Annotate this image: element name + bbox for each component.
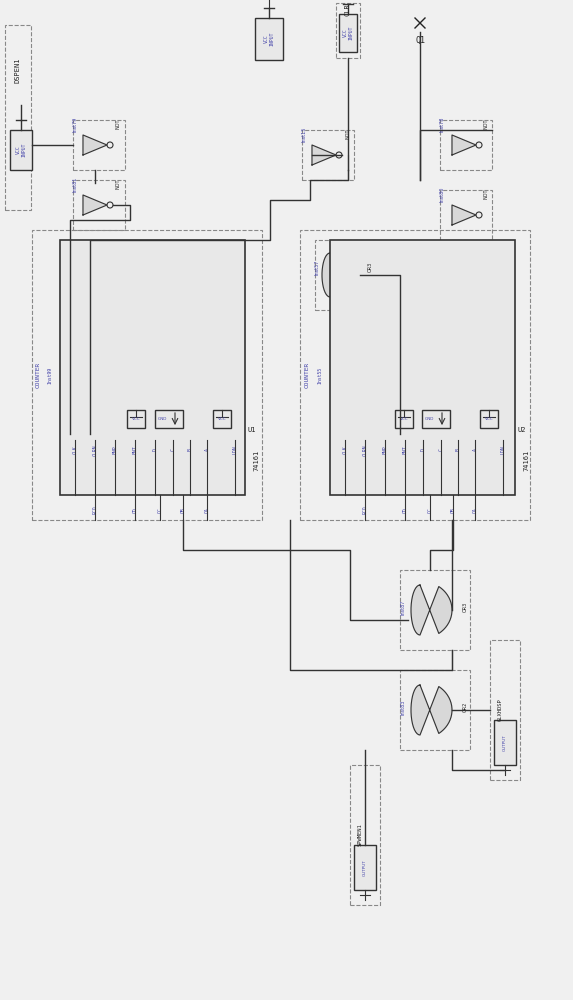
Text: Inst81: Inst81	[73, 176, 77, 192]
Text: Inst55: Inst55	[317, 366, 323, 384]
Text: ENP: ENP	[112, 446, 117, 454]
Polygon shape	[322, 253, 358, 297]
Text: NOT: NOT	[346, 129, 351, 139]
Text: Inst78: Inst78	[439, 116, 445, 132]
Polygon shape	[83, 135, 107, 155]
Text: 74161: 74161	[523, 449, 529, 471]
Text: Inst87: Inst87	[401, 599, 406, 615]
FancyBboxPatch shape	[339, 14, 357, 52]
Text: 74161: 74161	[253, 449, 259, 471]
FancyBboxPatch shape	[255, 18, 283, 60]
Text: ENT: ENT	[132, 446, 138, 454]
Polygon shape	[312, 145, 336, 165]
Text: COUNTER: COUNTER	[36, 362, 41, 388]
Text: OA: OA	[473, 507, 477, 513]
FancyBboxPatch shape	[330, 240, 515, 495]
FancyBboxPatch shape	[395, 410, 413, 428]
Text: GLXHDSP: GLXHDSP	[497, 699, 503, 721]
Text: SPWMEN1: SPWMEN1	[358, 824, 363, 846]
Text: VCC
INPUT: VCC INPUT	[264, 32, 274, 46]
Text: LDN: LDN	[233, 446, 237, 454]
FancyBboxPatch shape	[60, 240, 245, 495]
Text: D: D	[421, 449, 426, 451]
Text: OR2: OR2	[462, 702, 468, 712]
Text: U1: U1	[248, 427, 256, 433]
Text: COUNTER: COUNTER	[304, 362, 309, 388]
Text: OR3: OR3	[367, 262, 372, 272]
Text: OUTPUT: OUTPUT	[363, 860, 367, 876]
Polygon shape	[452, 205, 476, 225]
Text: CLK: CLK	[343, 446, 347, 454]
Text: OUTPUT: OUTPUT	[503, 735, 507, 751]
Text: OC: OC	[158, 507, 163, 513]
Polygon shape	[83, 195, 107, 215]
Text: NOT: NOT	[484, 189, 489, 199]
FancyBboxPatch shape	[213, 410, 231, 428]
Text: VCC
INPUT: VCC INPUT	[15, 143, 26, 157]
Text: GND: GND	[158, 417, 167, 421]
Text: B: B	[456, 449, 461, 451]
FancyBboxPatch shape	[422, 410, 450, 428]
Text: OB: OB	[180, 507, 186, 513]
Text: NOT: NOT	[116, 179, 120, 189]
Text: C: C	[171, 449, 175, 451]
Text: VCC
INPUT: VCC INPUT	[343, 26, 354, 40]
Text: CLRN: CLRN	[92, 444, 97, 456]
Text: U2: U2	[518, 427, 526, 433]
Text: OA: OA	[205, 507, 210, 513]
Text: Inst15: Inst15	[301, 126, 307, 142]
FancyBboxPatch shape	[494, 720, 516, 765]
Text: Q1: Q1	[415, 35, 425, 44]
FancyBboxPatch shape	[10, 130, 32, 170]
Text: ENP: ENP	[383, 446, 387, 454]
Text: VCC: VCC	[218, 417, 226, 421]
Text: Inst80: Inst80	[439, 186, 445, 202]
Text: OB: OB	[450, 507, 456, 513]
Text: CLK: CLK	[73, 446, 77, 454]
Text: A: A	[473, 449, 477, 451]
Text: CLRN: CLRN	[363, 444, 367, 456]
Text: OD: OD	[132, 507, 138, 513]
FancyBboxPatch shape	[480, 410, 498, 428]
Text: VCC: VCC	[132, 417, 140, 421]
Text: Inst57: Inst57	[315, 259, 320, 275]
Text: RCO: RCO	[92, 506, 97, 514]
Text: NOT: NOT	[484, 119, 489, 129]
Text: VCC: VCC	[400, 417, 409, 421]
Polygon shape	[411, 585, 452, 635]
Text: DSPEN1: DSPEN1	[15, 57, 21, 83]
Text: CLR: CLR	[345, 4, 351, 16]
Text: VCC: VCC	[485, 417, 493, 421]
Text: GND: GND	[425, 417, 434, 421]
Text: OD: OD	[402, 507, 407, 513]
FancyBboxPatch shape	[155, 410, 183, 428]
Text: Inst83: Inst83	[401, 699, 406, 715]
Text: Inst99: Inst99	[48, 366, 53, 384]
FancyBboxPatch shape	[354, 845, 376, 890]
Text: OC: OC	[427, 507, 433, 513]
Text: D: D	[152, 449, 158, 451]
Text: A: A	[205, 449, 210, 451]
Polygon shape	[452, 135, 476, 155]
Text: Inst79: Inst79	[73, 116, 77, 132]
Text: ENT: ENT	[402, 446, 407, 454]
FancyBboxPatch shape	[127, 410, 145, 428]
Polygon shape	[411, 685, 452, 735]
Text: OR3: OR3	[462, 602, 468, 612]
Text: C: C	[438, 449, 444, 451]
Text: B: B	[187, 449, 193, 451]
Text: LDN: LDN	[500, 446, 505, 454]
Text: RCO: RCO	[363, 506, 367, 514]
Text: NOT: NOT	[116, 119, 120, 129]
